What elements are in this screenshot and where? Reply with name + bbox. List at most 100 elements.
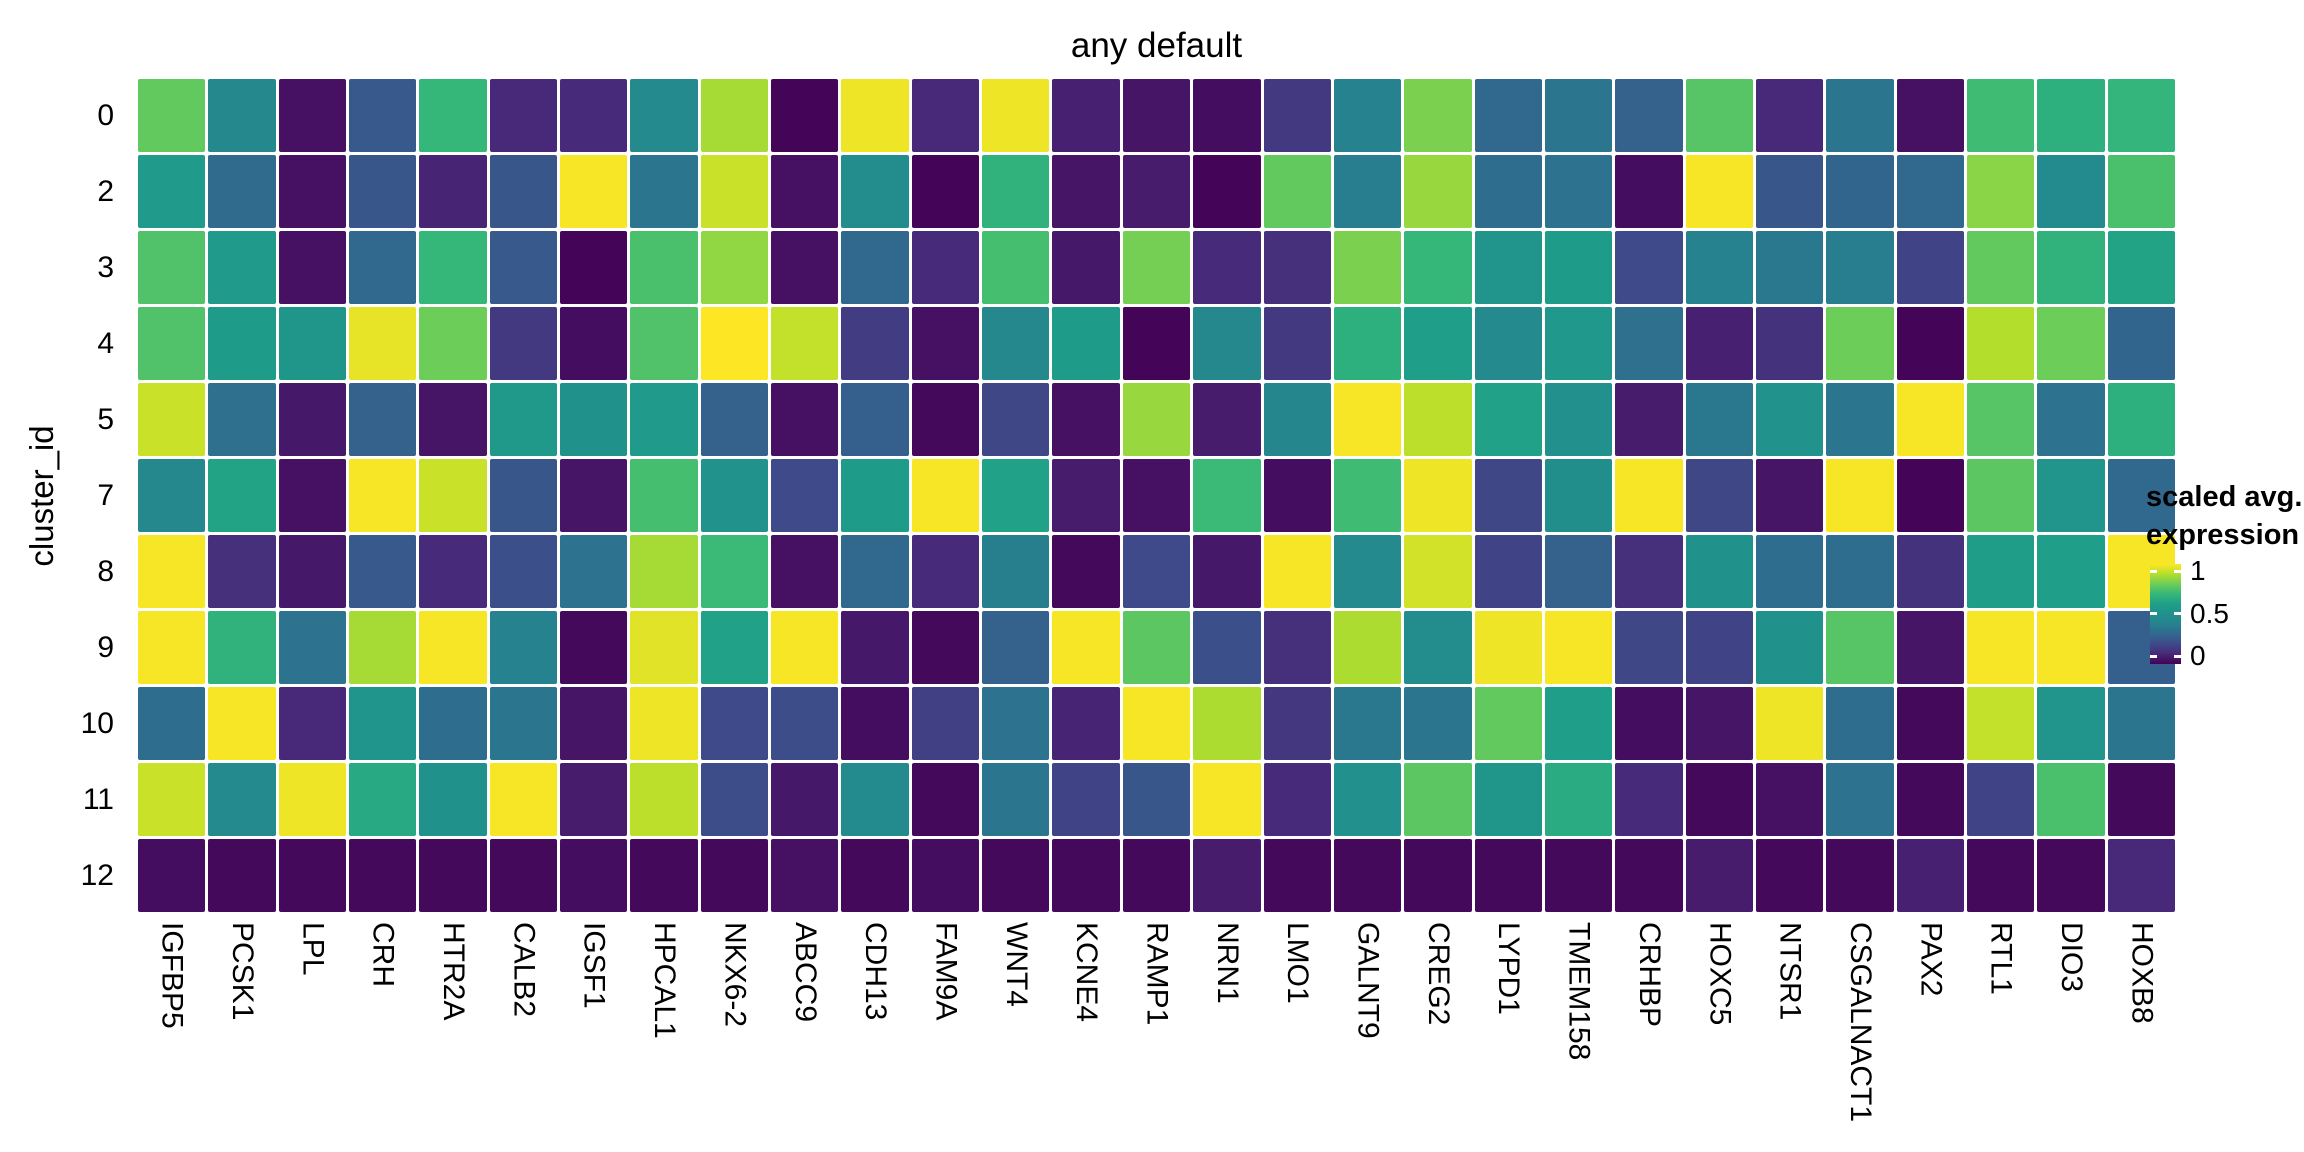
heatmap-cell bbox=[911, 307, 980, 380]
heatmap-cell bbox=[841, 611, 909, 684]
heatmap-cell bbox=[1826, 611, 1894, 684]
heatmap-cell bbox=[1615, 839, 1683, 912]
legend-tick-mark bbox=[2174, 569, 2181, 573]
heatmap-cell bbox=[911, 459, 980, 532]
heatmap-cell bbox=[1544, 79, 1613, 152]
heatmap-cell bbox=[1544, 231, 1613, 304]
heatmap-cell bbox=[1052, 79, 1120, 152]
x-tick-label: IGFBP5 bbox=[155, 922, 189, 1029]
heatmap-cell bbox=[771, 763, 839, 836]
heatmap-cell bbox=[1122, 839, 1191, 912]
heatmap-cell bbox=[1896, 231, 1964, 304]
heatmap-cell bbox=[560, 687, 628, 760]
heatmap-cell bbox=[1333, 383, 1402, 456]
heatmap-cell bbox=[1333, 231, 1402, 304]
heatmap-cell bbox=[138, 231, 206, 304]
x-tick-label: CRHBP bbox=[1632, 922, 1666, 1028]
heatmap-cell bbox=[1263, 535, 1331, 608]
heatmap-cell bbox=[2107, 763, 2175, 836]
heatmap-cell bbox=[560, 459, 628, 532]
heatmap-cell bbox=[1685, 383, 1753, 456]
heatmap-cell bbox=[419, 535, 487, 608]
heatmap-cell bbox=[1404, 155, 1472, 228]
heatmap-cell bbox=[1052, 535, 1120, 608]
heatmap-cell bbox=[841, 155, 909, 228]
heatmap-cell bbox=[419, 687, 487, 760]
x-tick-label: FAM9A bbox=[929, 922, 963, 1021]
heatmap-cell bbox=[630, 839, 698, 912]
heatmap-cell bbox=[841, 307, 909, 380]
heatmap-cell bbox=[1615, 79, 1683, 152]
heatmap-cell bbox=[1966, 535, 2035, 608]
heatmap-cell bbox=[1755, 611, 1824, 684]
heatmap-cell bbox=[2107, 383, 2175, 456]
y-tick-label: 4 bbox=[97, 326, 114, 360]
heatmap-cell bbox=[278, 383, 347, 456]
heatmap-cell bbox=[419, 459, 487, 532]
heatmap-cell bbox=[630, 763, 698, 836]
heatmap-cell bbox=[841, 231, 909, 304]
x-tick-label: IGSF1 bbox=[577, 922, 611, 1009]
heatmap-cell bbox=[349, 231, 417, 304]
heatmap-cell bbox=[1052, 611, 1120, 684]
heatmap-cell bbox=[1404, 383, 1472, 456]
heatmap-cell bbox=[1755, 307, 1824, 380]
heatmap-cell bbox=[2107, 839, 2175, 912]
heatmap-cell bbox=[2037, 763, 2105, 836]
x-tick-label: RAMP1 bbox=[1140, 922, 1174, 1026]
heatmap-cell bbox=[1474, 535, 1542, 608]
heatmap-cell bbox=[1755, 231, 1824, 304]
heatmap-cell bbox=[1404, 231, 1472, 304]
heatmap-cell bbox=[278, 839, 347, 912]
heatmap-cell bbox=[1474, 687, 1542, 760]
heatmap-cell bbox=[278, 763, 347, 836]
heatmap-cell bbox=[771, 155, 839, 228]
heatmap-cell bbox=[1685, 155, 1753, 228]
heatmap-cell bbox=[1404, 535, 1472, 608]
x-tick-label: LPL bbox=[296, 922, 330, 976]
heatmap-cell bbox=[1404, 763, 1472, 836]
heatmap-cell bbox=[1404, 839, 1472, 912]
heatmap-cell bbox=[630, 611, 698, 684]
heatmap-cell bbox=[1615, 459, 1683, 532]
heatmap-cell bbox=[700, 839, 769, 912]
heatmap-cell bbox=[1615, 611, 1683, 684]
heatmap-cell bbox=[1474, 383, 1542, 456]
heatmap-cell bbox=[1193, 839, 1261, 912]
heatmap-cell bbox=[419, 383, 487, 456]
heatmap-cell bbox=[1263, 383, 1331, 456]
heatmap-cell bbox=[489, 687, 558, 760]
heatmap-cell bbox=[1544, 459, 1613, 532]
heatmap-cell bbox=[630, 459, 698, 532]
heatmap-cell bbox=[1193, 155, 1261, 228]
heatmap-cell bbox=[982, 79, 1050, 152]
heatmap-cell bbox=[349, 155, 417, 228]
heatmap-cell bbox=[208, 155, 276, 228]
legend-tick-label: 0.5 bbox=[2190, 597, 2229, 629]
x-tick-label: TMEM158 bbox=[1562, 922, 1596, 1061]
heatmap-cell bbox=[138, 611, 206, 684]
heatmap-cell bbox=[419, 155, 487, 228]
heatmap-cell bbox=[1896, 763, 1964, 836]
heatmap-cell bbox=[1826, 79, 1894, 152]
heatmap-cell bbox=[911, 155, 980, 228]
heatmap-cell bbox=[841, 763, 909, 836]
heatmap-cell bbox=[349, 763, 417, 836]
heatmap-cell bbox=[1615, 231, 1683, 304]
legend-tick-mark bbox=[2150, 654, 2157, 658]
heatmap-cell bbox=[1193, 687, 1261, 760]
heatmap-cell bbox=[1966, 231, 2035, 304]
heatmap-cell bbox=[1263, 459, 1331, 532]
heatmap-cell bbox=[700, 383, 769, 456]
heatmap-cell bbox=[911, 839, 980, 912]
heatmap-cell bbox=[841, 535, 909, 608]
heatmap-cell bbox=[138, 687, 206, 760]
heatmap-cell bbox=[208, 307, 276, 380]
x-axis-tick-labels: IGFBP5 PCSK1 LPL CRH HTR2A CALB2 IGSF1 HPCAL1 NK… bbox=[138, 922, 2175, 1148]
heatmap-cell bbox=[1122, 79, 1191, 152]
y-tick-label: 2 bbox=[97, 174, 114, 208]
heatmap-cell bbox=[1826, 687, 1894, 760]
heatmap-cell bbox=[349, 535, 417, 608]
heatmap-cell bbox=[1755, 535, 1824, 608]
heatmap-cell bbox=[138, 307, 206, 380]
